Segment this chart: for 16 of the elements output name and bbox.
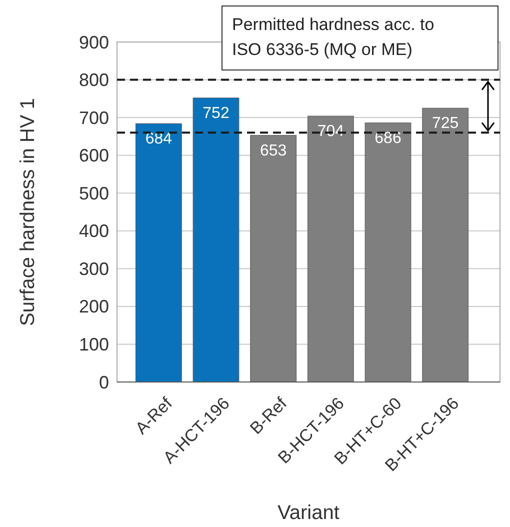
y-tick-label: 600 — [78, 146, 109, 166]
y-tick-label: 200 — [78, 296, 109, 317]
y-tick-label: 100 — [78, 334, 109, 355]
y-tick-label: 300 — [78, 258, 109, 279]
y-tick-label: 900 — [78, 32, 109, 52]
data-label: 653 — [260, 142, 287, 160]
x-axis-title: Variant — [278, 502, 340, 524]
y-tick-label: 400 — [78, 221, 109, 242]
y-tick-label: 700 — [78, 108, 109, 128]
data-label: 725 — [432, 115, 459, 132]
y-tick-label: 500 — [78, 183, 109, 204]
annotation: Permitted hardness acc. to ISO 6336-5 (MQ or ME) — [232, 15, 434, 59]
data-label: 752 — [202, 104, 230, 122]
y-tick-label: 0 — [98, 372, 109, 392]
y-tick-label: 800 — [78, 70, 109, 90]
y-axis-title: Surface hardness in HV 1 — [17, 98, 39, 326]
